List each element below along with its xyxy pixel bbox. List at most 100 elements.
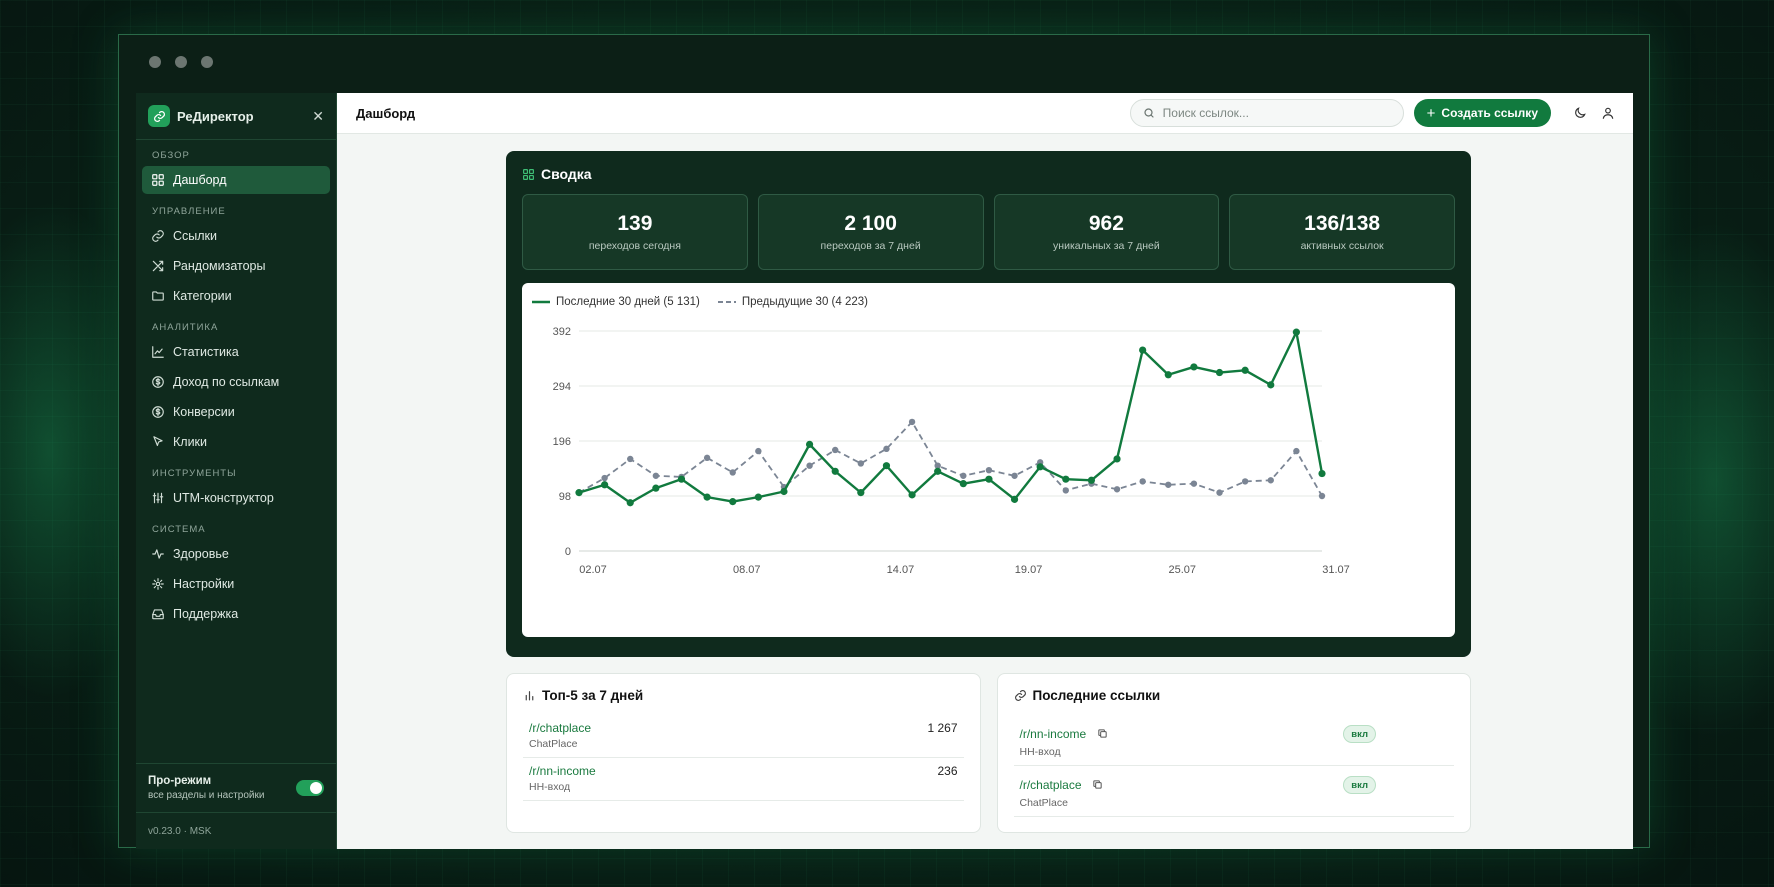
sidebar-item[interactable]: Дашборд <box>142 166 330 194</box>
sidebar-item[interactable]: Клики <box>142 428 330 456</box>
shuffle-icon <box>152 260 164 272</box>
copy-icon[interactable] <box>1097 728 1108 739</box>
link-path[interactable]: /r/chatplace <box>1019 778 1082 792</box>
sidebar-item-label: Дашборд <box>173 173 227 187</box>
grid-icon <box>152 174 164 186</box>
sidebar-nav: ОБЗОР Дашборд УПРАВЛЕНИЕ Ссылки Рандомизатор… <box>136 150 336 628</box>
previous-series-point <box>985 466 993 474</box>
x-tick-label: 19.07 <box>1015 564 1043 576</box>
pro-mode-subtitle: все разделы и настройки <box>148 790 265 801</box>
sidebar-item-label: Поддержка <box>173 607 239 621</box>
list-item[interactable]: /r/chatplace ChatPlace вкл <box>1013 766 1454 817</box>
previous-series-point <box>627 455 634 463</box>
stat-value: 2 100 <box>844 212 897 235</box>
search-box[interactable] <box>1129 99 1404 127</box>
current-series-point <box>780 487 788 496</box>
sidebar-item[interactable]: Ссылки <box>142 222 330 250</box>
previous-series-point <box>1190 480 1198 487</box>
sidebar-item-label: Доход по ссылкам <box>173 375 280 389</box>
sidebar-item[interactable]: Статистика <box>142 338 330 366</box>
sidebar-item[interactable]: Настройки <box>142 570 330 598</box>
window-dot-maximize[interactable] <box>201 56 213 68</box>
sidebar-item-label: Клики <box>173 435 208 449</box>
current-series-point <box>1241 366 1249 374</box>
moon-icon <box>1575 107 1586 118</box>
current-series-point <box>754 493 762 501</box>
previous-series-point <box>857 460 865 467</box>
y-tick-label: 392 <box>553 326 571 338</box>
previous-series-point <box>1318 492 1326 500</box>
current-series-point <box>1267 381 1275 389</box>
user-menu-button[interactable] <box>1597 102 1619 124</box>
x-tick-label: 02.07 <box>579 564 607 576</box>
x-tick-label: 25.07 <box>1169 564 1197 576</box>
sidebar-item[interactable]: Доход по ссылкам <box>142 368 330 396</box>
pulse-icon <box>152 549 164 559</box>
sidebar-item[interactable]: Поддержка <box>142 600 330 628</box>
sidebar-item[interactable]: Рандомизаторы <box>142 252 330 280</box>
sidebar-item[interactable]: UTM-конструктор <box>142 484 330 512</box>
previous-series-point <box>908 418 916 426</box>
sidebar-item-label: Категории <box>173 289 232 303</box>
window-controls <box>149 56 213 68</box>
page-title: Дашборд <box>356 105 416 121</box>
sidebar-item[interactable]: Конверсии <box>142 398 330 426</box>
pro-mode-toggle[interactable] <box>296 780 324 796</box>
table-row[interactable]: /r/nn-income НН-вход 236 <box>523 758 964 801</box>
previous-series-point <box>1293 447 1300 455</box>
current-series-point <box>1036 463 1044 471</box>
previous-series-line <box>578 421 1323 497</box>
current-series-point <box>1164 371 1172 379</box>
legend-item-previous[interactable]: Предыдущие 30 (4 223) <box>717 296 868 308</box>
create-link-button[interactable]: + Создать ссылку <box>1413 99 1551 127</box>
previous-series-point <box>1241 478 1249 485</box>
list-item[interactable]: /r/nn-income НН-вход вкл <box>1013 715 1454 766</box>
link-name: НН-вход <box>529 781 571 793</box>
current-series-point <box>601 481 609 489</box>
link-path[interactable]: /r/nn-income <box>1019 727 1087 741</box>
legend-item-current[interactable]: Последние 30 дней (5 131) <box>532 296 700 308</box>
y-tick-label: 196 <box>553 436 571 448</box>
stat-card: 136/138 активных ссылок <box>1229 194 1455 270</box>
stat-label: переходов за 7 дней <box>820 240 921 252</box>
window-dot-close[interactable] <box>149 56 161 68</box>
current-series-point <box>985 475 993 483</box>
bottom-cards: Топ-5 за 7 дней /r/chatplace ChatPlace 1 … <box>506 673 1471 833</box>
current-series-line <box>578 330 1324 504</box>
previous-series-point <box>1165 481 1172 488</box>
sidebar-section-title: СИСТЕМА <box>152 524 206 535</box>
sidebar-item[interactable]: Здоровье <box>142 540 330 568</box>
previous-series-point <box>960 472 967 479</box>
sidebar-item[interactable]: Категории <box>142 282 330 310</box>
close-sidebar-icon[interactable]: ✕ <box>312 107 324 124</box>
current-series-point <box>626 499 634 507</box>
dollar-icon <box>152 406 164 418</box>
main-area: Дашборд + Создать ссылку <box>337 93 1633 849</box>
cursor-icon <box>153 436 163 447</box>
top5-card: Топ-5 за 7 дней /r/chatplace ChatPlace 1 … <box>506 673 981 833</box>
current-series-point <box>908 491 916 499</box>
theme-toggle-button[interactable] <box>1569 102 1591 124</box>
traffic-chart: 0 98 196 294 392 02.07 08.07 14.07 19.07 25.07 31.… <box>553 326 1350 576</box>
window-dot-minimize[interactable] <box>175 56 187 68</box>
summary-heading: Сводка <box>522 166 1455 182</box>
previous-series-point <box>1062 487 1069 494</box>
stat-card: 139 переходов сегодня <box>522 194 748 270</box>
copy-icon[interactable] <box>1092 779 1103 790</box>
link-path[interactable]: /r/chatplace <box>529 721 592 735</box>
previous-series-point <box>806 462 813 469</box>
link-path[interactable]: /r/nn-income <box>529 764 596 778</box>
create-link-label: Создать ссылку <box>1441 106 1538 120</box>
current-series-point <box>1113 455 1121 463</box>
app-shell: РеДиректор ✕ ОБЗОР Дашборд УПРАВЛЕНИЕ Ссылк… <box>136 93 1633 849</box>
previous-series-point <box>729 469 736 476</box>
table-row[interactable]: /r/chatplace ChatPlace 1 267 <box>523 715 964 758</box>
top5-title: Топ-5 за 7 дней <box>542 688 644 703</box>
sidebar-item-label: Настройки <box>173 577 235 591</box>
legend-label: Предыдущие 30 (4 223) <box>741 296 868 308</box>
logo-icon <box>148 105 170 127</box>
summary-panel: Сводка 139 переходов сегодня 2 100 переход… <box>506 151 1471 657</box>
link-name: ChatPlace <box>1019 797 1068 809</box>
traffic-chart-card: 0 98 196 294 392 02.07 08.07 14.07 19.07 25.07 31.… <box>522 283 1455 637</box>
search-input[interactable] <box>1162 106 1363 120</box>
